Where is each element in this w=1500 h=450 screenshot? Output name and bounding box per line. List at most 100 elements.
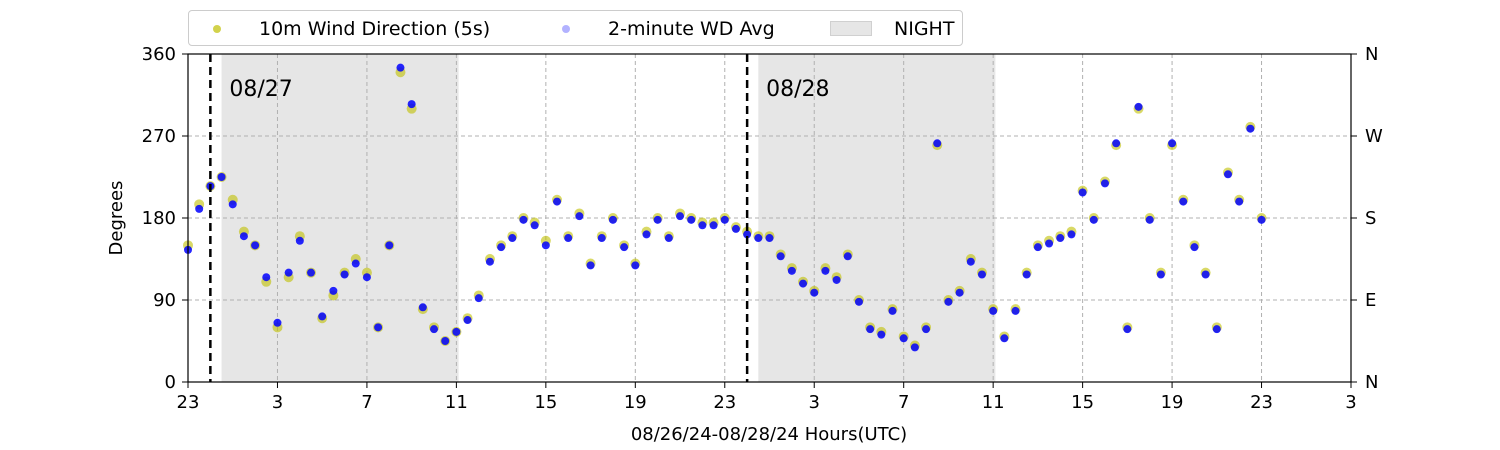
- data-point: [989, 306, 998, 315]
- data-point: [877, 330, 886, 339]
- data-point: [608, 215, 617, 224]
- data-point: [1022, 270, 1031, 279]
- data-point: [1168, 139, 1177, 148]
- data-point: [1156, 270, 1165, 279]
- data-point: [899, 334, 908, 343]
- series-wd-avg: [184, 63, 1266, 352]
- y-tick-label: 180: [142, 208, 176, 229]
- y2-tick-label: E: [1365, 290, 1376, 311]
- data-point: [362, 273, 371, 282]
- day-marker-label: 08/28: [766, 77, 829, 102]
- data-point: [351, 259, 360, 268]
- data-point: [731, 224, 740, 233]
- data-point: [273, 318, 282, 327]
- data-point: [385, 241, 394, 250]
- data-point: [754, 234, 763, 243]
- data-point: [1067, 230, 1076, 239]
- data-point: [977, 270, 986, 279]
- data-point: [430, 325, 439, 334]
- data-point: [1000, 334, 1009, 343]
- legend-item-wind-direction: 10m Wind Direction (5s): [195, 11, 490, 47]
- data-point: [1045, 239, 1054, 248]
- data-point: [1078, 188, 1087, 197]
- data-point: [407, 100, 416, 109]
- data-point: [910, 343, 919, 352]
- y-tick-label: 270: [142, 126, 176, 147]
- data-point: [821, 266, 830, 275]
- data-point: [329, 286, 338, 295]
- data-point: [1235, 197, 1244, 206]
- data-point: [553, 197, 562, 206]
- data-point: [787, 266, 796, 275]
- legend-marker-blue-dot: [544, 19, 588, 39]
- x-tick-label: 3: [1345, 392, 1356, 413]
- data-point: [295, 236, 304, 245]
- data-point: [217, 173, 226, 181]
- data-point: [374, 323, 383, 332]
- x-tick-label: 15: [1071, 392, 1094, 413]
- data-point: [508, 234, 517, 243]
- data-point: [776, 252, 785, 261]
- data-point: [452, 327, 461, 336]
- x-tick-label: 23: [1250, 392, 1273, 413]
- data-point: [966, 257, 975, 266]
- data-point: [1100, 179, 1109, 188]
- data-point: [1089, 215, 1098, 224]
- data-point: [933, 139, 942, 148]
- data-point: [743, 230, 752, 239]
- data-point: [1134, 102, 1143, 111]
- x-tick-label: 3: [272, 392, 283, 413]
- y-tick-label: 0: [165, 372, 176, 393]
- data-point: [239, 232, 248, 241]
- data-point: [888, 306, 897, 315]
- data-point: [441, 337, 450, 345]
- data-point: [251, 241, 260, 250]
- data-point: [709, 221, 718, 230]
- series-layer: [183, 63, 1267, 352]
- x-tick-label: 19: [624, 392, 647, 413]
- data-point: [1190, 243, 1199, 252]
- axis-layer: 23 3 7 11 15 19 23 3 7 11 15 19 23 3 0 90 180 270 360 N E S W N: [142, 44, 1383, 413]
- x-tick-label: 23: [713, 392, 736, 413]
- data-point: [463, 316, 472, 325]
- data-point: [1212, 325, 1221, 334]
- x-tick-label: 15: [534, 392, 557, 413]
- data-point: [799, 279, 808, 288]
- data-point: [530, 221, 539, 230]
- x-tick-label: 3: [809, 392, 820, 413]
- x-tick-label: 11: [445, 392, 468, 413]
- data-point: [485, 257, 494, 266]
- data-point: [519, 215, 528, 224]
- data-point: [810, 288, 819, 297]
- data-point: [1257, 215, 1266, 224]
- data-point: [1145, 215, 1154, 224]
- data-point: [687, 215, 696, 224]
- data-point: [575, 212, 584, 221]
- x-tick-label: 19: [1161, 392, 1184, 413]
- legend-label: 2-minute WD Avg: [608, 18, 775, 40]
- data-point: [318, 312, 327, 321]
- data-point: [396, 63, 405, 72]
- legend-patch-night: [830, 19, 874, 39]
- data-point: [1201, 270, 1210, 279]
- x-tick-label: 23: [177, 392, 200, 413]
- data-point: [1011, 306, 1020, 315]
- data-point: [597, 234, 606, 243]
- data-point: [1112, 139, 1121, 148]
- data-point: [676, 212, 685, 221]
- day-marker-label: 08/27: [229, 77, 292, 102]
- data-point: [586, 261, 595, 270]
- x-axis-label: 08/26/24-08/28/24 Hours(UTC): [631, 424, 907, 445]
- data-point: [228, 200, 237, 209]
- data-point: [854, 297, 863, 306]
- data-point: [418, 303, 427, 312]
- data-point: [262, 273, 271, 282]
- data-point: [653, 215, 662, 224]
- day-marker-layer: 08/27 08/28: [209, 54, 830, 382]
- data-point: [1056, 234, 1065, 243]
- data-point: [564, 234, 573, 243]
- y2-tick-label: N: [1365, 372, 1378, 393]
- data-point: [720, 215, 729, 224]
- data-point: [765, 234, 774, 243]
